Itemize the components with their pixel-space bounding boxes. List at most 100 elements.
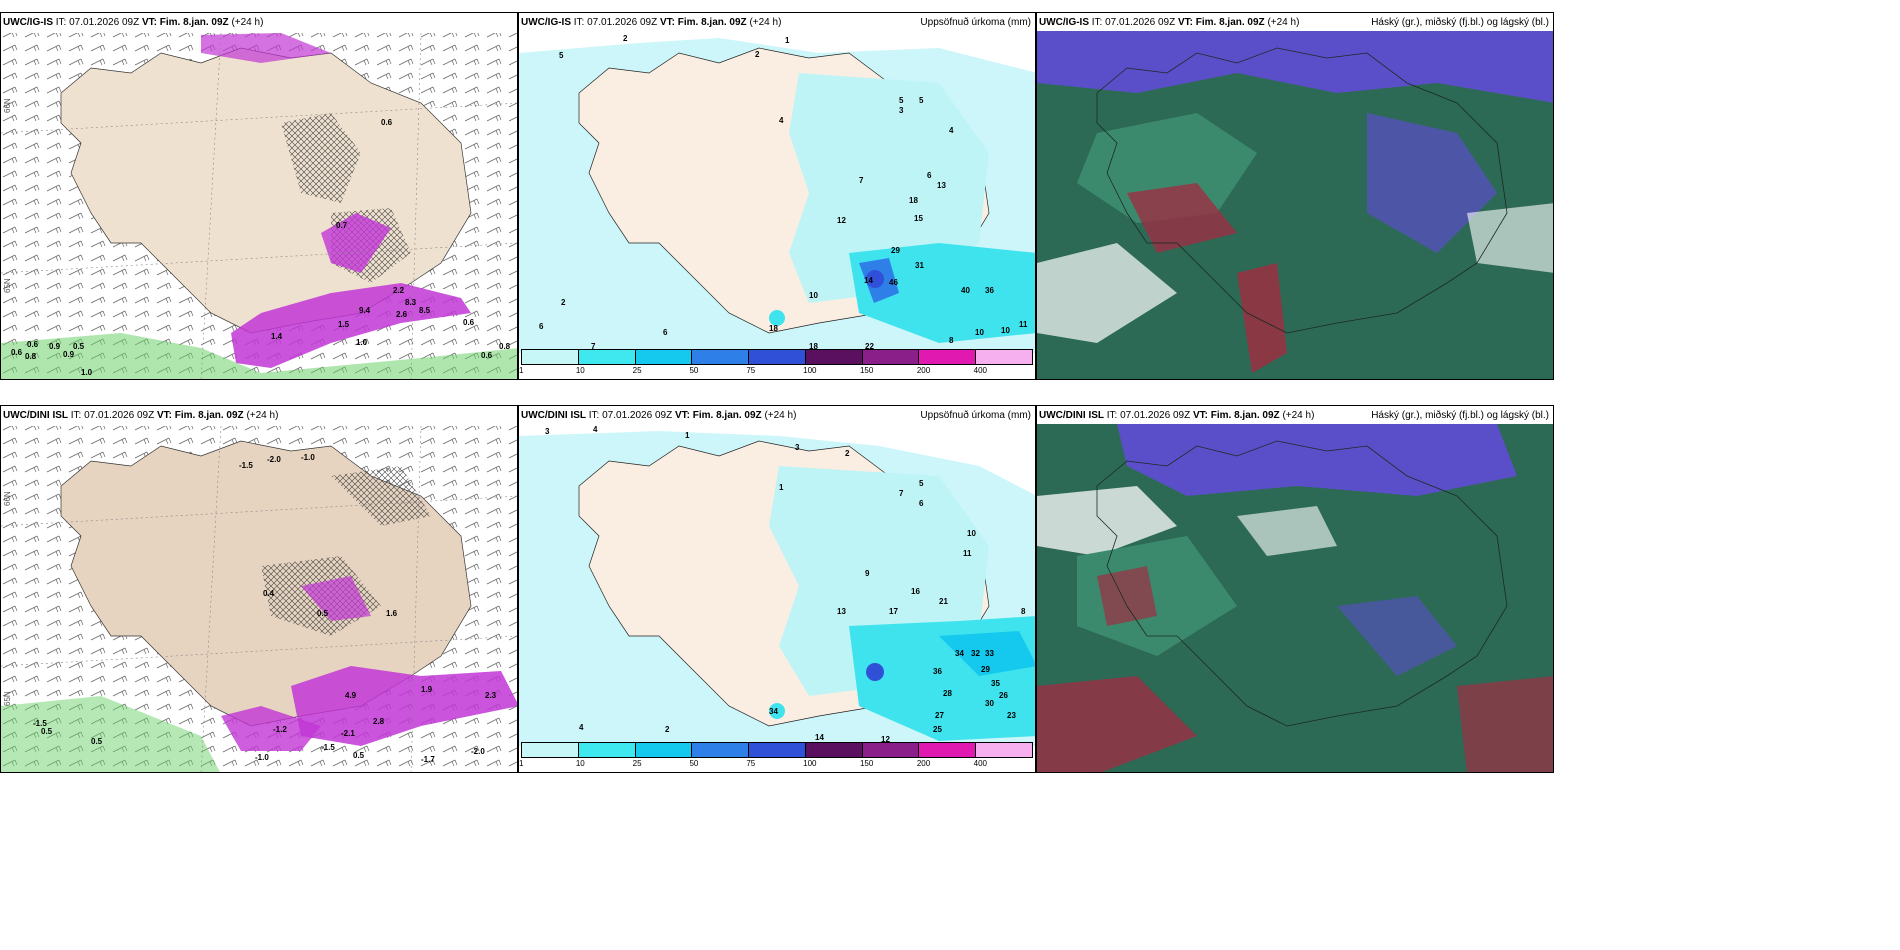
wind-value: 2.2 (393, 286, 405, 295)
precip-map-panel-bottom: UWC/DINI ISL IT: 07.01.2026 09Z VT: Fim.… (518, 405, 1036, 773)
cloud-map-panel-bottom: UWC/DINI ISL IT: 07.01.2026 09Z VT: Fim.… (1036, 405, 1554, 773)
legend-tick: 200 (916, 759, 931, 768)
cloud-map (1037, 31, 1553, 379)
precip-value: 11 (1019, 320, 1028, 329)
precip-value: 8 (1021, 607, 1026, 616)
legend-tick: 50 (689, 366, 699, 375)
legend-tick: 100 (803, 366, 817, 375)
precip-value: 10 (809, 291, 818, 300)
wind-value: 0.6 (463, 318, 475, 327)
wind-value: -1.5 (321, 743, 335, 752)
legend-swatch (976, 743, 1033, 757)
precip-value: 10 (975, 328, 984, 337)
wind-value: 9.4 (359, 306, 371, 315)
precip-value: 27 (935, 711, 944, 720)
wind-value: 0.8 (499, 342, 511, 351)
legend-swatch (578, 743, 636, 757)
wind-value: 0.5 (353, 751, 365, 760)
wind-value: 0.9 (63, 350, 75, 359)
legend-color-bar (521, 742, 1033, 758)
wind-value: -1.5 (33, 719, 47, 728)
wind-value: 0.8 (25, 352, 37, 361)
precip-value: 11 (963, 549, 972, 558)
legend-tick: 25 (632, 759, 642, 768)
legend-swatch (805, 743, 863, 757)
precip-value: 2 (845, 449, 850, 458)
precip-value: 23 (1007, 711, 1016, 720)
wind-value: 0.6 (381, 118, 393, 127)
legend-color-bar (521, 349, 1033, 365)
precip-value: 30 (985, 699, 994, 708)
precip-value: 34 (955, 649, 964, 658)
precip-value: 14 (864, 276, 873, 285)
precip-value: 10 (967, 529, 976, 538)
legend-tick: 50 (689, 759, 699, 768)
lat-label: 66N (3, 98, 12, 113)
precip-legend: 1 10 25 50 75 100 150 200 400 (519, 349, 1033, 377)
cloud-title: Háský (gr.), miðský (fj.bl.) og lágský (… (1371, 17, 1549, 28)
precip-value: 4 (593, 425, 598, 434)
wind-value: 0.6 (11, 348, 23, 357)
wind-value: -1.5 (239, 461, 253, 470)
precip-title: Uppsöfnuð úrkoma (mm) (920, 17, 1031, 28)
precip-value: 18 (769, 324, 778, 333)
wind-value: 1.4 (271, 332, 283, 341)
precip-value: 32 (971, 649, 980, 658)
wind-value: 0.6 (481, 351, 493, 360)
precip-value: 10 (1001, 326, 1010, 335)
panel-header: UWC/DINI ISL IT: 07.01.2026 09Z VT: Fim.… (3, 410, 279, 421)
precip-value: 7 (899, 489, 904, 498)
wind-value: 1.5 (338, 320, 350, 329)
precip-value: 9 (865, 569, 870, 578)
legend-tick: 400 (973, 366, 987, 375)
precip-value: 5 (919, 479, 924, 488)
precip-value: 33 (985, 649, 994, 658)
precip-value: 3 (899, 106, 904, 115)
precip-value: 6 (919, 499, 924, 508)
precip-value: 1 (685, 431, 690, 440)
legend-tick: 100 (803, 759, 817, 768)
precip-value-labels: 3 4 1 1 3 2 5 7 8 6 10 11 9 13 17 16 21 … (545, 425, 1026, 744)
precip-title: Uppsöfnuð úrkoma (mm) (920, 410, 1031, 421)
legend-swatch (522, 350, 579, 364)
precip-value: 36 (985, 286, 994, 295)
precip-value: 2 (623, 34, 628, 43)
precip-value: 14 (815, 733, 824, 742)
precip-value: 4 (779, 116, 784, 125)
legend-swatch (862, 350, 920, 364)
precip-value: 12 (837, 216, 846, 225)
lat-label: 65N (3, 691, 12, 706)
wind-value: 0.5 (41, 727, 53, 736)
precip-value: 5 (919, 96, 924, 105)
precip-value: 2 (561, 298, 566, 307)
legend-tick: 10 (575, 366, 585, 375)
wind-value: -2.0 (267, 455, 281, 464)
wind-value: 1.0 (356, 338, 368, 347)
precip-value: 12 (881, 735, 890, 744)
wind-value: 1.6 (386, 609, 398, 618)
wind-value: 0.7 (336, 221, 348, 230)
wind-map-panel-bottom: UWC/DINI ISL IT: 07.01.2026 09Z VT: Fim.… (0, 405, 518, 773)
legend-swatch (749, 350, 806, 364)
legend-swatch (919, 350, 977, 364)
precip-value: 1 (785, 36, 790, 45)
wind-value: 8.3 (405, 298, 417, 307)
panel-header: UWC/IG-IS IT: 07.01.2026 09Z VT: Fim. 8.… (3, 17, 264, 28)
precip-value: 4 (579, 723, 584, 732)
precip-value: 36 (933, 667, 942, 676)
legend-tick: 10 (575, 759, 585, 768)
precip-value: 29 (891, 246, 900, 255)
precip-value: 7 (591, 342, 596, 351)
precip-value: 40 (961, 286, 970, 295)
legend-swatch (635, 743, 693, 757)
precip-value: 6 (539, 322, 544, 331)
cloud-map (1037, 424, 1553, 772)
precip-value: 5 (559, 51, 564, 60)
wind-value: -2.0 (471, 747, 485, 756)
legend-tick: 150 (859, 759, 874, 768)
wind-value: -1.0 (255, 753, 269, 762)
precip-value: 1 (779, 483, 784, 492)
lat-label: 66N (3, 491, 12, 506)
legend-swatch (919, 743, 977, 757)
wind-value: -1.2 (273, 725, 287, 734)
